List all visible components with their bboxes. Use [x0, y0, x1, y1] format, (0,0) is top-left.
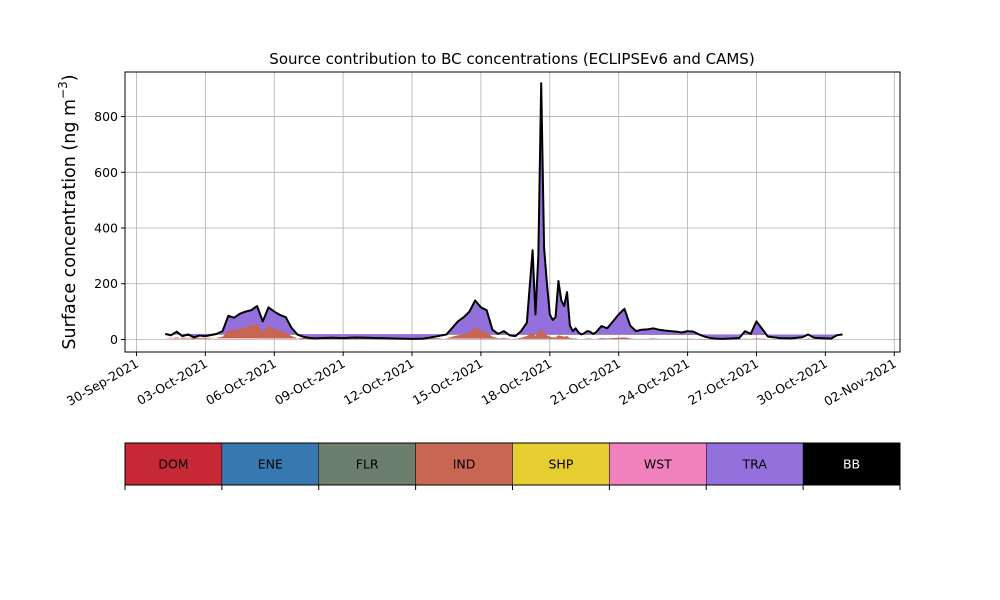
x-tick-label: 06-Oct-2021	[203, 356, 279, 408]
x-tick-label: 27-Oct-2021	[685, 356, 761, 408]
legend-swatch-shp	[512, 442, 610, 486]
y-tick-label: 800	[94, 109, 118, 124]
x-tick-label: 15-Oct-2021	[410, 356, 486, 408]
chart-title: Source contribution to BC concentrations…	[269, 50, 754, 68]
total-line-layer	[164, 82, 843, 340]
x-tick-label: 09-Oct-2021	[272, 356, 348, 408]
legend-swatch-ind	[415, 442, 513, 486]
y-tick-label: 200	[94, 276, 118, 291]
legend-label-tra: TRA	[742, 457, 768, 472]
legend-label-bb: BB	[843, 457, 860, 472]
legend-label-shp: SHP	[549, 457, 574, 472]
legend-swatch-tra	[706, 442, 804, 486]
area-wst	[165, 88, 843, 339]
y-tick-label: 400	[94, 221, 118, 236]
x-tick-label: 21-Oct-2021	[548, 356, 624, 408]
y-tick-label: 600	[94, 165, 118, 180]
y-axis-label-main: Surface concentration (ng m	[60, 99, 80, 350]
plot-frame	[124, 71, 901, 353]
legend-label-dom: DOM	[158, 457, 188, 472]
area-dom	[165, 326, 843, 340]
legend-label-ene: ENE	[258, 457, 283, 472]
legend-label-ind: IND	[453, 457, 476, 472]
legend-colorbar: DOM ENE FLR IND SHP WST TRA BB	[124, 442, 901, 490]
area-ind	[165, 323, 843, 340]
total-line	[164, 82, 843, 340]
y-axis: 0 200 400 600 800	[94, 109, 125, 347]
legend-swatch-ene	[221, 442, 319, 486]
x-tick-label: 30-Oct-2021	[754, 356, 830, 408]
stacked-areas	[165, 83, 843, 340]
legend-label-flr: FLR	[356, 457, 379, 472]
area-flr	[165, 99, 843, 339]
x-tick-label: 18-Oct-2021	[479, 356, 555, 408]
x-tick-label: 30-Sep-2021	[64, 356, 141, 409]
y-tick-label: 0	[110, 332, 118, 347]
y-axis-label: Surface concentration (ng m−3)	[56, 74, 80, 349]
x-tick-label: 02-Nov-2021	[821, 356, 898, 409]
y-axis-label-close: )	[60, 74, 80, 81]
legend-label-wst: WST	[644, 457, 672, 472]
area-tra	[165, 83, 843, 339]
x-tick-label: 24-Oct-2021	[616, 356, 692, 408]
x-tick-label: 12-Oct-2021	[341, 356, 417, 408]
legend-swatch-bb	[802, 442, 901, 486]
x-axis: 30-Sep-202103-Oct-202106-Oct-202109-Oct-…	[64, 352, 899, 409]
x-tick-label: 03-Oct-2021	[134, 356, 210, 408]
grid-lines	[125, 72, 900, 352]
y-axis-label-exponent: −3	[56, 81, 70, 99]
